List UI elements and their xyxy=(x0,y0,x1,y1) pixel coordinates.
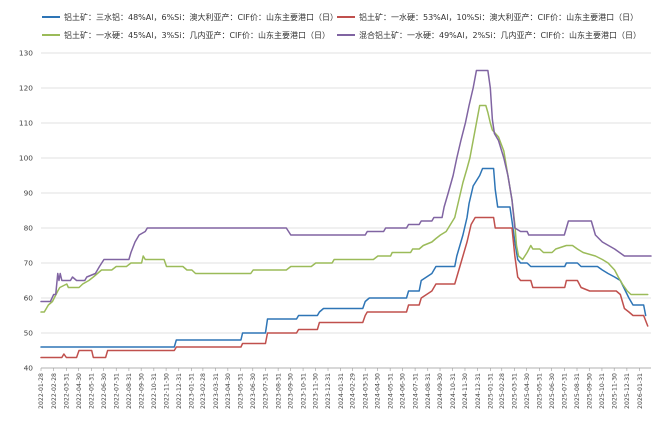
y-tick-label: 90 xyxy=(24,189,34,198)
x-tick-label: 2023-02-28 xyxy=(200,373,207,409)
x-tick-label: 2025-11-30 xyxy=(611,373,618,409)
x-tick-label: 2025-07-31 xyxy=(562,373,569,409)
x-tick-label: 2025-12-31 xyxy=(624,373,631,409)
x-tick-label: 2024-06-30 xyxy=(400,373,407,409)
x-tick-label: 2023-01-31 xyxy=(189,373,196,409)
x-tick-label: 2024-12-31 xyxy=(475,373,482,409)
x-tick-label: 2023-08-31 xyxy=(275,373,282,409)
x-tick-label: 2024-11-30 xyxy=(462,373,469,409)
x-tick-label: 2022-06-30 xyxy=(101,373,108,409)
legend-label-4: 混合铝土矿：一水硬：49%Al，2%Si：几内亚产：CIF价：山东主要港口（日） xyxy=(359,30,641,40)
x-tick-label: 2025-04-30 xyxy=(524,373,531,409)
x-tick-label: 2022-08-31 xyxy=(126,373,133,409)
legend-label-1: 铝土矿：三水铝：48%Al，6%Si：澳大利亚产：CIF价：山东主要港口（日） xyxy=(64,12,338,22)
x-tick-label: 2022-07-31 xyxy=(113,373,120,409)
y-tick-label: 40 xyxy=(24,364,34,373)
y-tick-label: 60 xyxy=(24,294,34,303)
y-tick-label: 120 xyxy=(19,84,33,93)
legend-label-3: 铝土矿：一水硬：45%Al，3%Si：几内亚产：CIF价：山东主要港口（日） xyxy=(64,30,330,40)
x-tick-label: 2024-04-30 xyxy=(375,373,382,409)
x-tick-label: 2025-09-30 xyxy=(586,373,593,409)
x-tick-label: 2022-04-30 xyxy=(76,373,83,409)
x-tick-label: 2022-10-31 xyxy=(151,373,158,409)
y-tick-label: 50 xyxy=(24,329,34,338)
x-tick-label: 2024-05-31 xyxy=(387,373,394,409)
series-line-4 xyxy=(40,69,652,303)
x-tick-label: 2022-05-31 xyxy=(88,373,95,409)
x-tick-label: 2022-09-30 xyxy=(138,373,145,409)
x-tick-label: 2023-12-31 xyxy=(325,373,332,409)
legend: 铝土矿：三水铝：48%Al，6%Si：澳大利亚产：CIF价：山东主要港口（日） 铝… xyxy=(42,12,641,40)
x-tick-label: 2022-11-30 xyxy=(163,373,170,409)
series-line-1 xyxy=(40,167,647,348)
x-tick-label: 2023-11-30 xyxy=(313,373,320,409)
y-tick-label: 110 xyxy=(19,119,33,128)
x-tick-label: 2024-02-29 xyxy=(350,373,357,409)
x-tick-label: 2025-01-31 xyxy=(488,373,495,409)
x-tick-label: 2022-03-31 xyxy=(64,373,71,409)
gridlines xyxy=(41,52,651,334)
x-tick-label: 2023-06-30 xyxy=(250,373,257,409)
x-tick-label: 2022-01-28 xyxy=(38,373,45,409)
series-line-3 xyxy=(40,104,649,313)
y-tick-label: 130 xyxy=(19,49,33,58)
x-tick-label: 2025-03-31 xyxy=(512,373,519,409)
y-tick-label: 80 xyxy=(24,224,34,233)
x-tick-label: 2024-09-30 xyxy=(437,373,444,409)
x-tick-label: 2022-12-31 xyxy=(176,373,183,409)
legend-label-2: 铝土矿：一水硬：53%Al，10%Si：澳大利亚产：CIF价：山东主要港口（日） xyxy=(359,12,638,22)
x-tick-label: 2024-08-31 xyxy=(425,373,432,409)
x-tick-label: 2023-10-31 xyxy=(300,373,307,409)
y-tick-label: 100 xyxy=(19,154,33,163)
x-tick-label: 2023-03-31 xyxy=(213,373,220,409)
x-tick-label: 2024-07-31 xyxy=(412,373,419,409)
axes: 40 50 60 70 80 90 100 110 120 130 2022-01-28 2022-0… xyxy=(19,49,651,409)
x-tick-label: 2024-10-31 xyxy=(450,373,457,409)
y-tick-label: 70 xyxy=(24,259,34,268)
x-tick-label: 2025-10-31 xyxy=(599,373,606,409)
x-tick-label: 2023-04-30 xyxy=(225,373,232,409)
series-line-2 xyxy=(40,216,649,359)
x-tick-label: 2023-09-30 xyxy=(288,373,295,409)
x-tick-label: 2023-07-31 xyxy=(263,373,270,409)
x-tick-label: 2025-05-31 xyxy=(537,373,544,409)
x-tick-label: 2024-03-31 xyxy=(362,373,369,409)
x-tick-label: 2025-02-28 xyxy=(499,373,506,409)
x-tick-label: 2025-08-31 xyxy=(574,373,581,409)
x-tick-label: 2024-01-31 xyxy=(338,373,345,409)
x-tick-label: 2025-06-30 xyxy=(549,373,556,409)
x-tick-label: 2026-01-31 xyxy=(637,373,644,409)
x-tick-label: 2022-02-28 xyxy=(51,373,58,409)
series-lines xyxy=(40,69,652,359)
x-tick-label: 2023-05-31 xyxy=(238,373,245,409)
